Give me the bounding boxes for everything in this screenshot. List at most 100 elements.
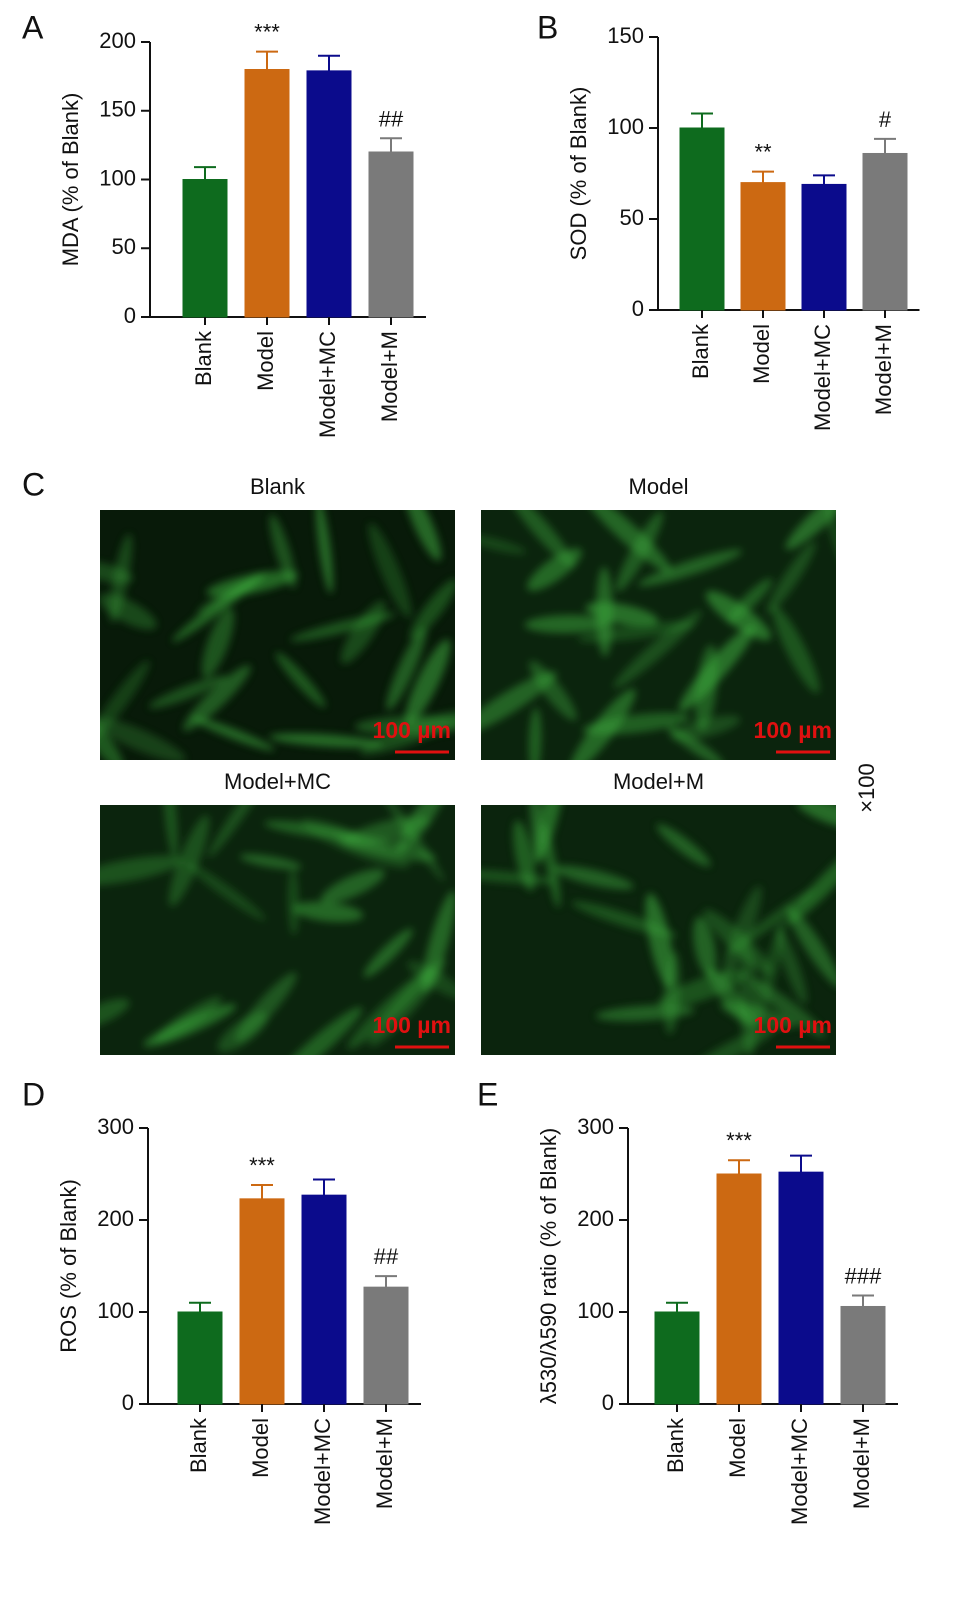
cell <box>785 510 836 550</box>
y-tick-label: 50 <box>112 234 136 259</box>
cell <box>584 510 672 573</box>
y-axis-label: λ530/λ590 ratio (% of Blank) <box>536 1128 561 1404</box>
cell <box>693 916 717 978</box>
cell <box>148 675 228 709</box>
panel-label: D <box>22 1076 45 1112</box>
y-tick-label: 300 <box>577 1114 614 1139</box>
bar <box>778 1171 824 1405</box>
y-tick-label: 300 <box>97 1114 134 1139</box>
cell <box>577 621 696 643</box>
image-title: Blank <box>250 474 306 499</box>
cells <box>100 805 455 1055</box>
scale-bar-label: 100 µm <box>754 717 832 743</box>
significance-label: ** <box>754 140 772 165</box>
cell <box>667 726 725 760</box>
cell <box>508 510 575 568</box>
bar <box>306 70 352 318</box>
cell <box>208 805 274 858</box>
x-tick-label: Model <box>248 1418 273 1478</box>
micrograph <box>100 805 455 1055</box>
cell <box>528 707 542 760</box>
cell <box>656 824 711 867</box>
cell <box>569 688 636 760</box>
cell <box>524 615 611 634</box>
significance-label: # <box>879 107 892 132</box>
cell <box>481 534 527 554</box>
x-tick-label: Blank <box>186 1417 211 1473</box>
cell <box>347 967 435 1050</box>
cell <box>191 716 275 751</box>
bar <box>368 151 414 318</box>
y-axis-label: SOD (% of Blank) <box>566 87 591 261</box>
x-tick-label: Model+M <box>372 1418 397 1509</box>
x-tick-label: Model+M <box>849 1418 874 1509</box>
cell <box>796 805 836 831</box>
cell <box>595 1005 695 1022</box>
scale-bar-label: 100 µm <box>373 1012 451 1038</box>
panel-label: B <box>537 9 558 45</box>
bar <box>840 1305 886 1405</box>
cell <box>100 855 183 886</box>
cell <box>638 549 743 587</box>
cell <box>786 906 836 988</box>
cell <box>766 541 816 614</box>
cell <box>513 820 536 892</box>
cell <box>553 865 634 890</box>
bar <box>801 183 847 311</box>
bar <box>177 1311 223 1405</box>
cell <box>534 805 567 864</box>
cell <box>293 901 364 923</box>
x-tick-label: Model+M <box>871 324 896 415</box>
cell <box>334 834 436 862</box>
bar <box>654 1311 700 1405</box>
cell <box>143 1004 237 1047</box>
x-tick-label: Model <box>253 331 278 391</box>
significance-label: ## <box>374 1244 399 1269</box>
panel-label: E <box>477 1076 498 1112</box>
cell <box>100 593 157 630</box>
y-tick-label: 200 <box>99 28 136 53</box>
image-title: Model+M <box>613 769 704 794</box>
cell <box>776 927 807 1005</box>
micrograph <box>481 510 836 760</box>
image-title: Model+MC <box>224 769 331 794</box>
significance-label: ## <box>379 106 404 131</box>
cell <box>529 805 543 860</box>
x-tick-label: Model+MC <box>810 324 835 431</box>
cell <box>201 608 235 678</box>
scale-bar-label: 100 µm <box>754 1012 832 1038</box>
cell <box>752 919 786 1033</box>
x-tick-label: Model+MC <box>315 331 340 438</box>
cell <box>386 627 427 711</box>
image-title: Model <box>629 474 689 499</box>
y-tick-label: 200 <box>97 1206 134 1231</box>
significance-label: *** <box>726 1128 752 1153</box>
significance-label: *** <box>254 20 280 45</box>
cell <box>273 1006 363 1055</box>
cell <box>720 1001 797 1029</box>
cell <box>168 815 210 907</box>
scale-bar-label: 100 µm <box>373 717 451 743</box>
cell <box>172 573 263 643</box>
significance-label: ### <box>845 1263 882 1288</box>
cell <box>163 805 178 860</box>
cell <box>320 868 385 904</box>
cell <box>695 644 718 731</box>
cell <box>100 561 133 584</box>
y-tick-label: 100 <box>99 165 136 190</box>
cell <box>686 1025 777 1055</box>
bar <box>182 179 228 318</box>
cell <box>275 652 326 708</box>
cells <box>481 510 836 760</box>
cell <box>368 523 412 618</box>
cell <box>287 868 299 936</box>
cell <box>822 510 836 567</box>
bar <box>301 1194 347 1405</box>
y-tick-label: 50 <box>620 205 644 230</box>
cells <box>481 805 836 1055</box>
x-tick-label: Model <box>749 324 774 384</box>
x-tick-label: Blank <box>663 1417 688 1473</box>
x-tick-label: Blank <box>688 323 713 379</box>
y-tick-label: 150 <box>607 23 644 48</box>
